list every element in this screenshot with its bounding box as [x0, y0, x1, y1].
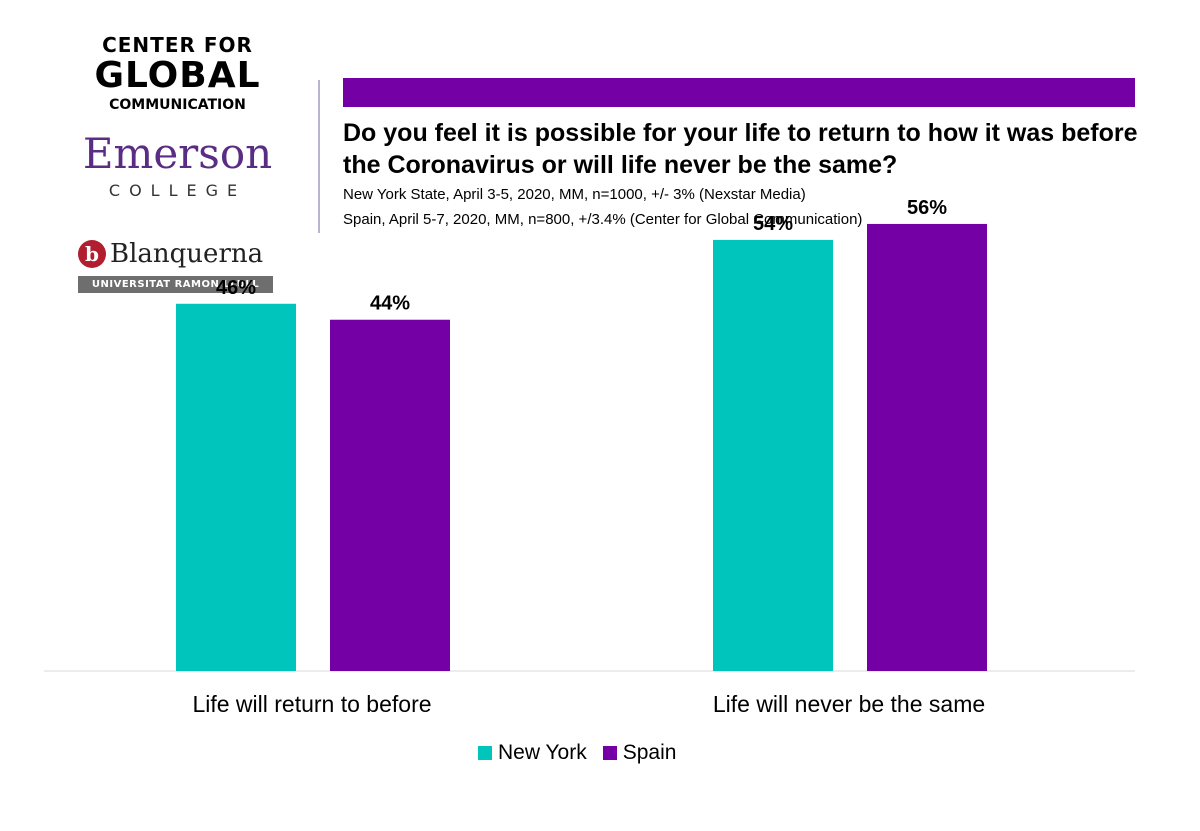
chart-title: Do you feel it is possible for your life… [343, 119, 1138, 179]
legend-item-spain: Spain [602, 741, 677, 765]
blanquerna-logo: b Blanquerna UNIVERSITAT RAMON LLULL [78, 236, 273, 293]
chart-subtitle-line-1: New York State, April 3-5, 2020, MM, n=1… [343, 186, 806, 203]
emerson-name: Emerson [82, 129, 273, 178]
title-accent-bar [343, 78, 1135, 107]
bar-spain-1 [330, 319, 450, 671]
data-label-new-york-1: 46% [216, 277, 256, 299]
bar-spain-2 [867, 223, 987, 671]
chart-subtitle-line-2: Spain, April 5-7, 2020, MM, n=800, +/3.4… [343, 211, 863, 228]
data-label-spain-1: 44% [370, 293, 410, 315]
bar-new-york-1 [176, 303, 296, 671]
category-label-never-same: Life will never be the same [712, 691, 986, 717]
legend-label-new-york: New York [498, 741, 587, 764]
legend-label-spain: Spain [622, 741, 677, 764]
logo-line-3: COMMUNICATION [109, 97, 246, 113]
legend-swatch-new-york [478, 746, 492, 760]
center-for-global-communication-logo: CENTER FOR GLOBAL COMMUNICATION [90, 34, 265, 114]
emerson-college-text: COLLEGE [108, 181, 247, 200]
header-divider [318, 80, 320, 233]
data-label-new-york-2: 54% [753, 213, 793, 235]
legend-swatch-spain [602, 746, 617, 760]
bar-new-york-2 [713, 239, 833, 671]
logo-line-2: GLOBAL [94, 55, 261, 96]
logo-line-1: CENTER FOR [102, 33, 253, 57]
blanquerna-badge-icon: b [78, 240, 106, 268]
legend: New York Spain [478, 741, 692, 765]
blanquerna-name: Blanquerna [110, 239, 264, 269]
blanquerna-university: UNIVERSITAT RAMON LLULL [78, 276, 273, 293]
category-label-return: Life will return to before [192, 691, 432, 717]
legend-item-new-york: New York [478, 741, 587, 765]
data-label-spain-2: 56% [907, 197, 947, 219]
emerson-college-logo: Emerson COLLEGE [70, 128, 285, 202]
